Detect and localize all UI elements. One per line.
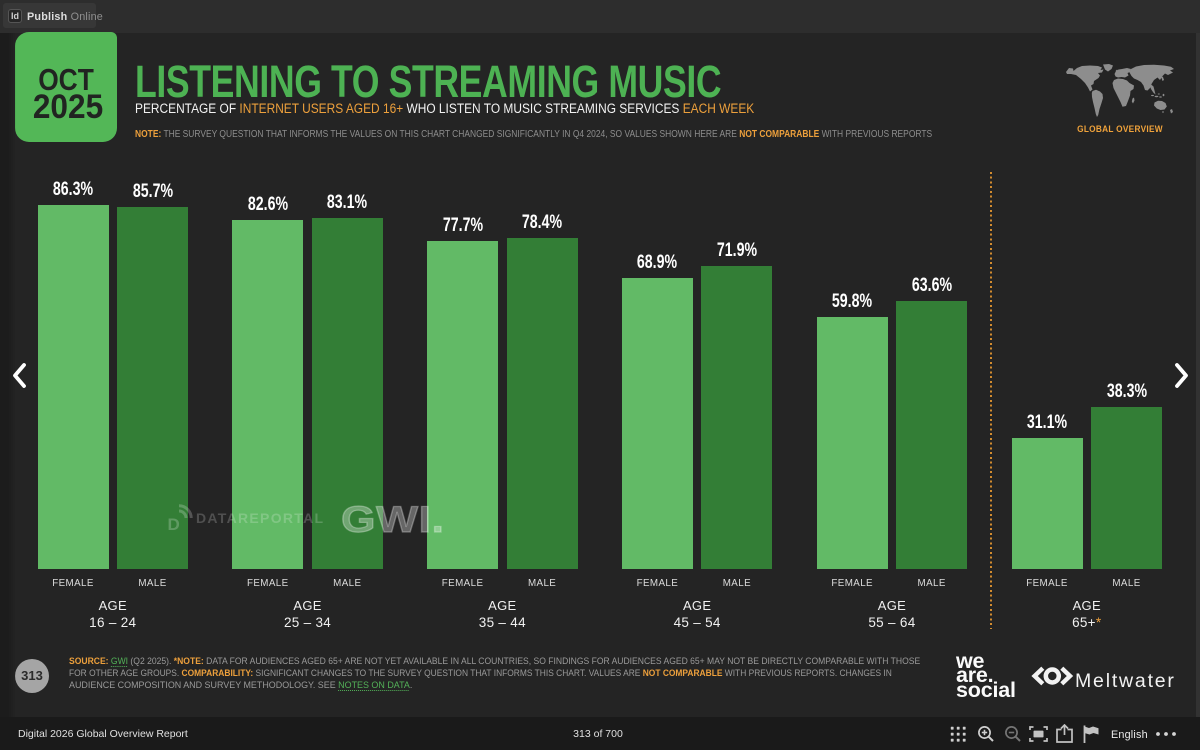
svg-text:D: D: [168, 515, 180, 531]
